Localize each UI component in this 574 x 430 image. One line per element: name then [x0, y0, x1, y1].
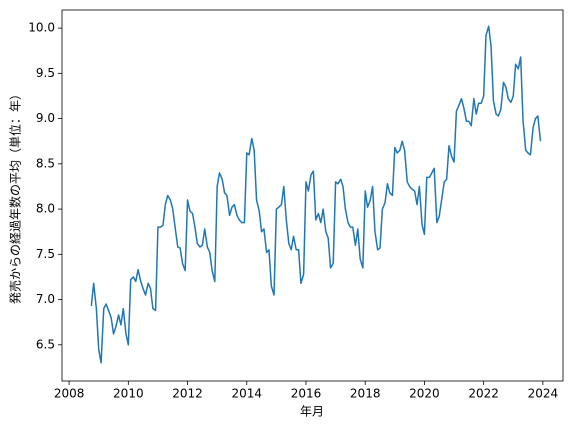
x-tick-label: 2014	[231, 387, 262, 401]
line-series	[90, 25, 542, 364]
y-tick-label: 7.0	[36, 292, 55, 306]
y-tick-label: 6.5	[36, 337, 55, 351]
y-tick-label: 10.0	[28, 21, 55, 35]
x-tick-label: 2018	[350, 387, 381, 401]
y-tick-label: 7.5	[36, 247, 55, 261]
y-tick-label: 8.0	[36, 202, 55, 216]
x-axis-title: 年月	[300, 405, 324, 419]
x-tick-label: 2010	[113, 387, 144, 401]
y-tick-label: 8.5	[36, 156, 55, 170]
x-tick-label: 2020	[409, 387, 440, 401]
y-tick-label: 9.5	[36, 66, 55, 80]
x-tick-label: 2024	[528, 387, 559, 401]
plot-frame	[61, 9, 564, 382]
y-tick-label: 9.0	[36, 111, 55, 125]
x-tick-label: 2022	[468, 387, 499, 401]
x-tick-label: 2016	[291, 387, 322, 401]
y-axis-title: 発売からの経過年数の平均（単位：年）	[8, 88, 23, 304]
x-tick-label: 2012	[172, 387, 203, 401]
x-tick-label: 2008	[54, 387, 85, 401]
